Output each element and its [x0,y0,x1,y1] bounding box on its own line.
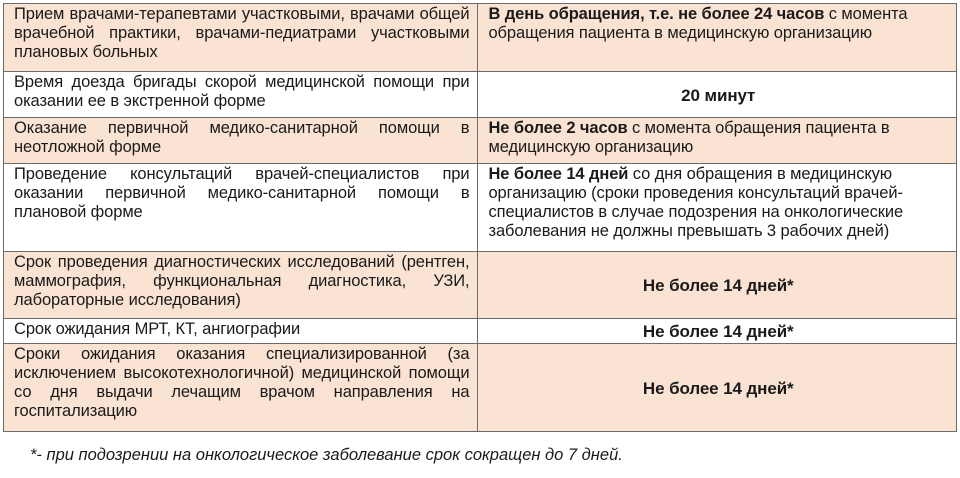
waiting-times-table: Прием врачами-терапевтами участковыми, в… [2,3,957,432]
row-value: В день обращения, т.е. не более 24 часов… [477,3,957,72]
table-row: Оказание первичной медико-санитарной пом… [2,117,957,164]
row-value: Не более 14 дней* [477,318,957,344]
row-label: Срок ожидания МРТ, КТ, ангиографии [2,318,479,344]
row-value: Не более 2 часов с момента обращения пац… [477,117,957,164]
row-value-bold: Не более 2 часов [488,119,628,137]
row-value-text: с момента обращения пациента в медицинск… [488,5,908,42]
row-label: Оказание первичной медико-санитарной пом… [2,117,479,164]
row-label: Время доезда бригады скорой медицинской … [2,71,479,118]
row-value-bold: В день обращения, т.е. не более 24 часов [488,5,825,23]
table-row: Сроки ожидания оказания специализированн… [2,343,957,432]
row-value-text: со дня обращения в медицинскую организац… [488,165,904,240]
row-value: 20 минут [477,71,957,118]
row-value: Не более 14 дней* [477,343,957,432]
table-row: Прием врачами-терапевтами участковыми, в… [2,3,957,72]
row-label: Срок проведения диагностических исследов… [2,251,479,319]
row-value: Не более 14 дней* [477,251,957,319]
table-row: Срок проведения диагностических исследов… [2,251,957,319]
row-label: Сроки ожидания оказания специализированн… [2,343,479,432]
row-label: Проведение консультаций врачей-специалис… [2,163,479,252]
row-value-text: с момента обращения пациента в медицинск… [488,119,890,156]
table-row: Время доезда бригады скорой медицинской … [2,71,957,118]
footnote: *- при подозрении на онкологическое забо… [30,446,623,464]
row-value: Не более 14 дней со дня обращения в меди… [477,163,957,252]
table-row: Срок ожидания МРТ, КТ, ангиографии Не бо… [2,318,957,344]
row-value-bold: Не более 14 дней [488,165,629,183]
row-label: Прием врачами-терапевтами участковыми, в… [2,3,479,72]
table-row: Проведение консультаций врачей-специалис… [2,163,957,252]
